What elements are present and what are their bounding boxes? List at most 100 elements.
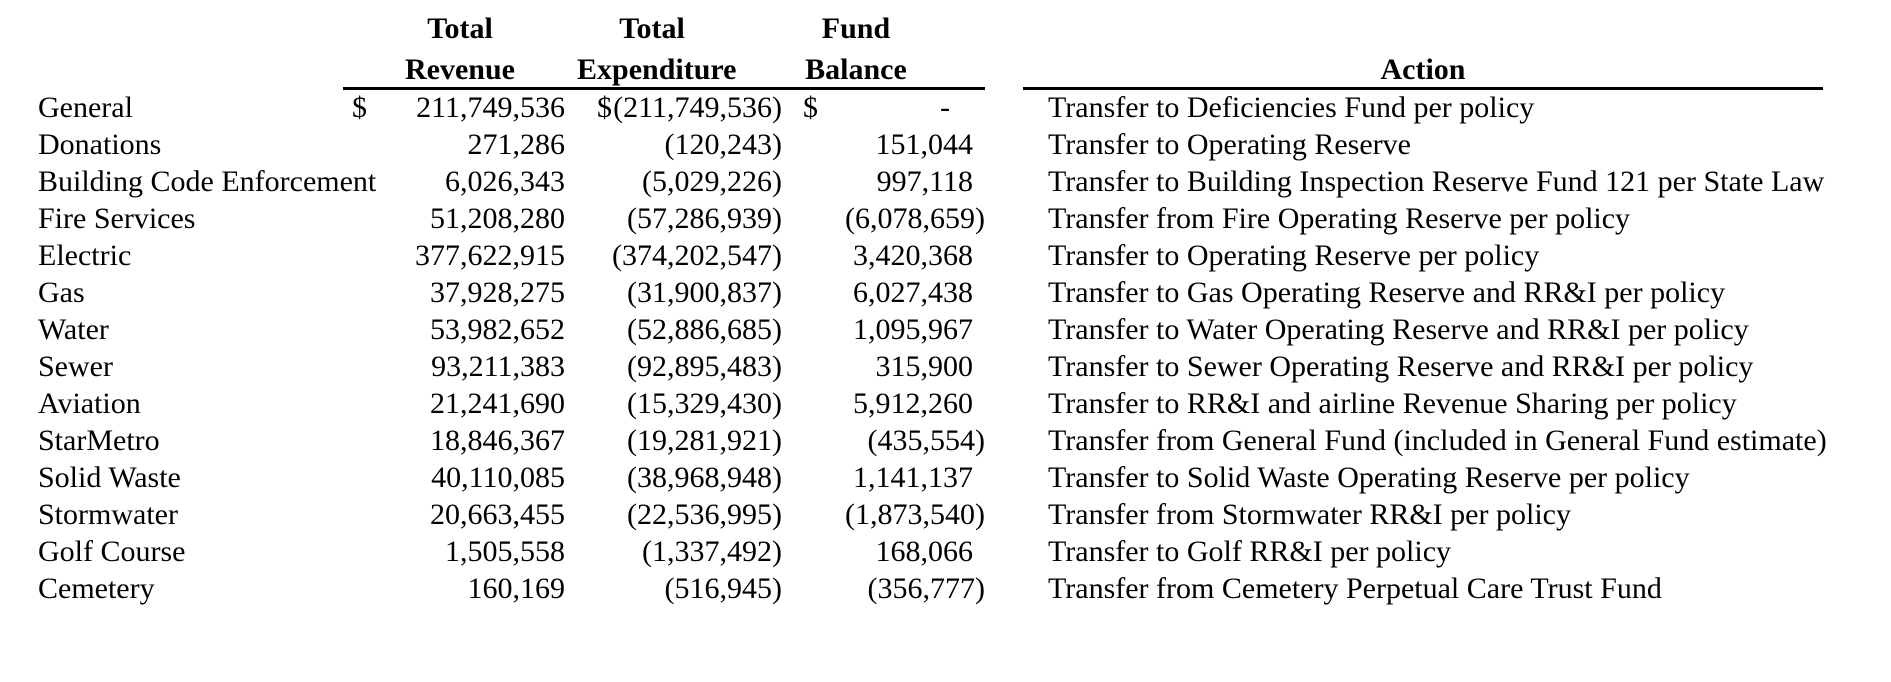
action-text: Transfer to Solid Waste Operating Reserv… [1048, 461, 1690, 494]
table-row: Fire Services 51,208,280 (57,286,939) (6… [30, 199, 1823, 236]
dollar-sign: $ [597, 91, 612, 124]
revenue-amount: 271,286 [467, 128, 566, 161]
expenditure-cell: (374,202,547) [577, 236, 782, 273]
expenditure-cell: $ (211,749,536) [577, 88, 782, 125]
fund-name: Water [38, 313, 109, 346]
expenditure-cell: (15,329,430) [577, 384, 782, 421]
action-text: Transfer from Fire Operating Reserve per… [1048, 202, 1631, 235]
fund-name: Fire Services [38, 202, 196, 235]
header-fund-empty [30, 6, 343, 46]
gap-cell [985, 199, 1023, 236]
revenue-amount: 18,846,367 [430, 424, 565, 457]
table-row: Building Code Enforcement 6,026,343 (5,0… [30, 162, 1824, 199]
table-row: Cemetery 160,169 (516,945) (356,777) Tra… [30, 569, 1823, 606]
balance-cell: 3,420,368 [782, 236, 985, 273]
balance-cell: (1,873,540) [782, 495, 985, 532]
expenditure-amount: (31,900,837) [627, 276, 782, 309]
dollar-sign: $ [803, 91, 818, 124]
expenditure-amount: (52,886,685) [627, 313, 782, 346]
action-text: Transfer to Water Operating Reserve and … [1048, 313, 1749, 346]
header-action-empty [1023, 6, 1823, 46]
expenditure-amount: (120,243) [664, 128, 782, 161]
expenditure-amount: (22,536,995) [627, 498, 782, 531]
balance-cell: 168,066 [782, 532, 985, 569]
revenue-cell: 18,846,367 [343, 421, 577, 458]
fund-transfers-table: Total Total Fund Revenue Expenditure Bal… [30, 6, 1827, 606]
table-row: Golf Course 1,505,558 (1,337,492) 168,06… [30, 532, 1823, 569]
expenditure-amount: (1,337,492) [642, 535, 782, 568]
header-row-1: Total Total Fund [30, 6, 1823, 46]
action-text: Transfer to Gas Operating Reserve and RR… [1048, 276, 1726, 309]
revenue-amount: 20,663,455 [430, 498, 565, 531]
gap-cell [985, 384, 1023, 421]
dollar-sign: $ [352, 91, 367, 124]
balance-amount: - [940, 91, 950, 124]
header-gap-2 [985, 46, 1023, 88]
gap-cell [985, 495, 1023, 532]
balance-cell: (6,078,659) [782, 199, 985, 236]
header-gap [985, 6, 1023, 46]
table-row: Stormwater 20,663,455 (22,536,995) (1,87… [30, 495, 1823, 532]
balance-cell: 1,095,967 [782, 310, 985, 347]
balance-amount: 1,141,137 [853, 461, 973, 494]
expenditure-cell: (516,945) [577, 569, 782, 606]
revenue-cell: 6,026,343 [343, 162, 577, 199]
expenditure-amount: (516,945) [664, 572, 782, 605]
expenditure-amount: (57,286,939) [627, 202, 782, 235]
revenue-cell: 37,928,275 [343, 273, 577, 310]
revenue-amount: 377,622,915 [415, 239, 565, 272]
balance-cell: (435,554) [782, 421, 985, 458]
fund-name: StarMetro [38, 424, 160, 457]
revenue-cell: 21,241,690 [343, 384, 577, 421]
revenue-amount: 93,211,383 [431, 350, 565, 383]
balance-cell: (356,777) [782, 569, 985, 606]
table-row: Electric 377,622,915 (374,202,547) 3,420… [30, 236, 1823, 273]
gap-cell [985, 88, 1023, 125]
header-expenditure-line1: Total [619, 12, 685, 45]
revenue-cell: $211,749,536 [343, 88, 577, 125]
action-text: Transfer to Operating Reserve per policy [1048, 239, 1540, 272]
fund-name: Building Code Enforcement [38, 165, 377, 198]
balance-amount: 3,420,368 [853, 239, 973, 272]
balance-amount: (356,777) [867, 572, 985, 605]
revenue-cell: 93,211,383 [343, 347, 577, 384]
gap-cell [985, 125, 1023, 162]
expenditure-cell: (57,286,939) [577, 199, 782, 236]
gap-cell [985, 310, 1023, 347]
action-text: Transfer from Stormwater RR&I per policy [1048, 498, 1571, 531]
header-revenue-line1: Total [427, 12, 493, 45]
table-row: Water 53,982,652 (52,886,685) 1,095,967 … [30, 310, 1823, 347]
revenue-amount: 53,982,652 [430, 313, 565, 346]
revenue-amount: 51,208,280 [430, 202, 565, 235]
balance-amount: 6,027,438 [853, 276, 973, 309]
header-fund-empty-2 [30, 46, 343, 88]
table-body: General $211,749,536 $ (211,749,536) $ - T… [30, 88, 1827, 606]
header-row-2: Revenue Expenditure Balance Action [30, 46, 1823, 90]
header-balance-line2: Balance [782, 46, 985, 90]
fund-name: Solid Waste [38, 461, 181, 494]
revenue-amount: 37,928,275 [430, 276, 565, 309]
revenue-cell: 1,505,558 [343, 532, 577, 569]
expenditure-cell: (22,536,995) [577, 495, 782, 532]
action-text: Transfer to Sewer Operating Reserve and … [1048, 350, 1754, 383]
header-expenditure-line2: Expenditure [577, 46, 782, 90]
fund-name: Aviation [38, 387, 141, 420]
header-revenue-line2: Revenue [343, 46, 577, 90]
expenditure-amount: (374,202,547) [612, 239, 782, 272]
header-action: Action [1023, 46, 1823, 90]
table-header: Total Total Fund Revenue Expenditure Bal… [30, 6, 1823, 90]
balance-cell: 151,044 [782, 125, 985, 162]
table-row: Solid Waste 40,110,085 (38,968,948) 1,14… [30, 458, 1823, 495]
expenditure-amount: (19,281,921) [627, 424, 782, 457]
balance-amount: 1,095,967 [853, 313, 973, 346]
expenditure-cell: (92,895,483) [577, 347, 782, 384]
table-row: Donations 271,286 (120,243) 151,044 Tran… [30, 125, 1823, 162]
balance-amount: (1,873,540) [845, 498, 985, 531]
revenue-cell: 377,622,915 [343, 236, 577, 273]
balance-amount: 151,044 [875, 128, 974, 161]
expenditure-cell: (19,281,921) [577, 421, 782, 458]
revenue-amount: 1,505,558 [445, 535, 565, 568]
fund-name: Stormwater [38, 498, 178, 531]
fund-name: Sewer [38, 350, 113, 383]
